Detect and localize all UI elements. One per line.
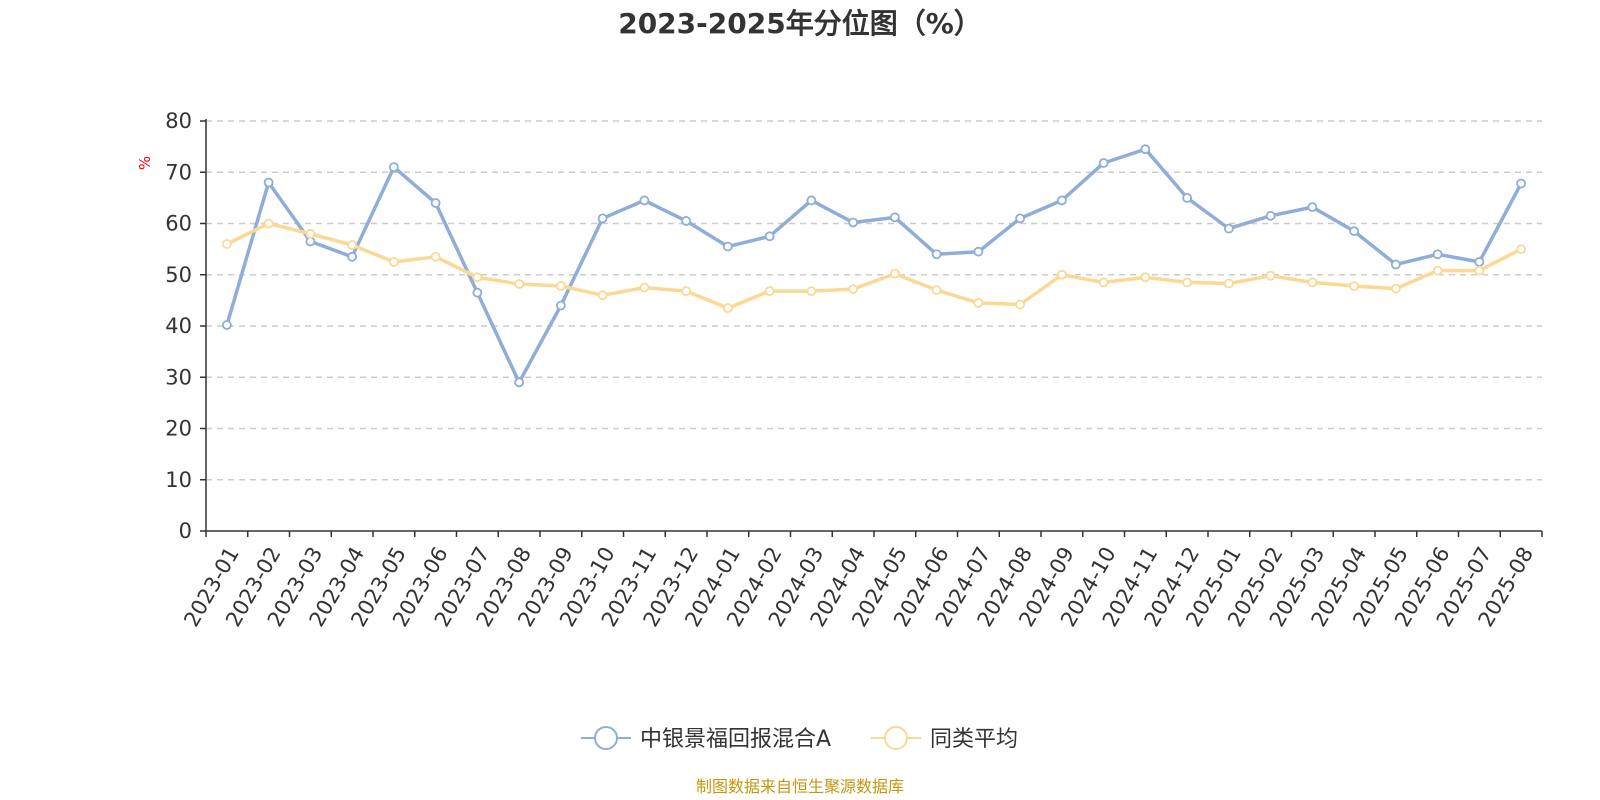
y-tick-label: 70: [165, 160, 192, 184]
data-point[interactable]: [1307, 202, 1318, 213]
data-point[interactable]: [1182, 192, 1193, 203]
data-point[interactable]: [1516, 178, 1527, 189]
legend-label: 同类平均: [930, 727, 1018, 752]
data-point[interactable]: [1390, 283, 1401, 294]
data-point[interactable]: [973, 298, 984, 308]
y-tick-label: 20: [165, 417, 192, 441]
data-point[interactable]: [1056, 269, 1067, 280]
y-tick-label: 30: [165, 365, 192, 389]
data-point[interactable]: [806, 195, 817, 206]
source-note: 制图数据来自恒生聚源数据库: [696, 777, 904, 796]
axes: [205, 119, 1542, 532]
data-point[interactable]: [305, 228, 316, 239]
legend-label: 中银景福回报混合A: [640, 727, 831, 752]
y-tick-label: 50: [165, 263, 192, 287]
data-point[interactable]: [1140, 272, 1151, 283]
data-point[interactable]: [764, 286, 775, 297]
data-point[interactable]: [1015, 213, 1026, 224]
series-layer: [221, 144, 1527, 388]
data-point[interactable]: [1474, 265, 1485, 276]
data-point[interactable]: [514, 377, 525, 388]
data-point[interactable]: [347, 251, 358, 262]
series-1: [221, 218, 1527, 313]
chart-title: 2023-2025年分位图（%）: [618, 7, 982, 40]
data-point[interactable]: [1474, 257, 1485, 267]
data-point[interactable]: [1349, 226, 1360, 237]
grid-lines: [206, 120, 1542, 481]
data-point[interactable]: [472, 287, 483, 298]
series-0: [221, 144, 1527, 388]
data-point[interactable]: [681, 216, 692, 226]
data-point[interactable]: [1015, 299, 1026, 310]
data-point[interactable]: [1182, 277, 1193, 288]
data-point[interactable]: [1349, 281, 1360, 291]
data-point[interactable]: [639, 282, 650, 293]
data-point[interactable]: [1432, 249, 1443, 260]
data-point[interactable]: [1390, 259, 1401, 270]
data-point[interactable]: [681, 286, 692, 297]
data-point[interactable]: [1098, 158, 1109, 168]
legend-marker: [594, 726, 618, 750]
data-point[interactable]: [806, 286, 817, 297]
y-tick-label: 40: [165, 314, 192, 338]
data-point[interactable]: [555, 281, 566, 291]
legend-marker: [884, 726, 908, 750]
data-point[interactable]: [388, 257, 399, 267]
data-point[interactable]: [263, 218, 274, 229]
data-point[interactable]: [472, 272, 483, 283]
data-point[interactable]: [221, 320, 232, 330]
data-point[interactable]: [1223, 278, 1234, 289]
data-point[interactable]: [889, 268, 900, 279]
y-tick-label: 10: [165, 468, 192, 492]
data-point[interactable]: [889, 212, 900, 223]
data-point[interactable]: [722, 303, 733, 313]
data-point[interactable]: [764, 231, 775, 242]
data-point[interactable]: [1516, 244, 1527, 255]
data-point[interactable]: [1098, 277, 1109, 288]
series-line: [225, 147, 1523, 385]
data-point[interactable]: [1432, 265, 1443, 276]
data-point[interactable]: [931, 249, 942, 260]
data-point[interactable]: [722, 241, 733, 252]
data-point[interactable]: [388, 162, 399, 173]
data-point[interactable]: [639, 195, 650, 206]
data-point[interactable]: [1056, 195, 1067, 206]
data-point[interactable]: [555, 300, 566, 311]
y-axis-ticks: 0 10 20 30 40 50 60 70 80: [165, 109, 206, 543]
data-point[interactable]: [597, 213, 608, 224]
legend-item-1[interactable]: 同类平均: [871, 726, 1018, 752]
data-point[interactable]: [263, 177, 274, 188]
legend[interactable]: 中银景福回报混合A 同类平均: [581, 726, 1018, 752]
y-tick-label: 0: [179, 519, 192, 543]
y-axis-unit: %: [136, 156, 154, 170]
legend-item-0[interactable]: 中银景福回报混合A: [581, 726, 831, 752]
data-point[interactable]: [221, 239, 232, 249]
data-point[interactable]: [848, 284, 859, 295]
series-line: [226, 221, 1522, 310]
y-tick-label: 80: [165, 109, 192, 133]
y-tick-label: 60: [165, 212, 192, 236]
data-point[interactable]: [1140, 144, 1151, 155]
data-point[interactable]: [1265, 210, 1276, 221]
x-axis-ticks: 2023-012023-022023-032023-042023-052023-…: [179, 531, 1543, 631]
data-point[interactable]: [931, 285, 942, 296]
data-point[interactable]: [1265, 270, 1276, 281]
data-point[interactable]: [347, 240, 358, 250]
data-point[interactable]: [1307, 277, 1318, 288]
data-point[interactable]: [848, 217, 859, 228]
data-point[interactable]: [514, 279, 525, 289]
data-point[interactable]: [1223, 223, 1234, 234]
data-point[interactable]: [597, 290, 608, 301]
data-point[interactable]: [973, 246, 984, 257]
data-point[interactable]: [430, 251, 441, 262]
data-point[interactable]: [430, 198, 441, 208]
